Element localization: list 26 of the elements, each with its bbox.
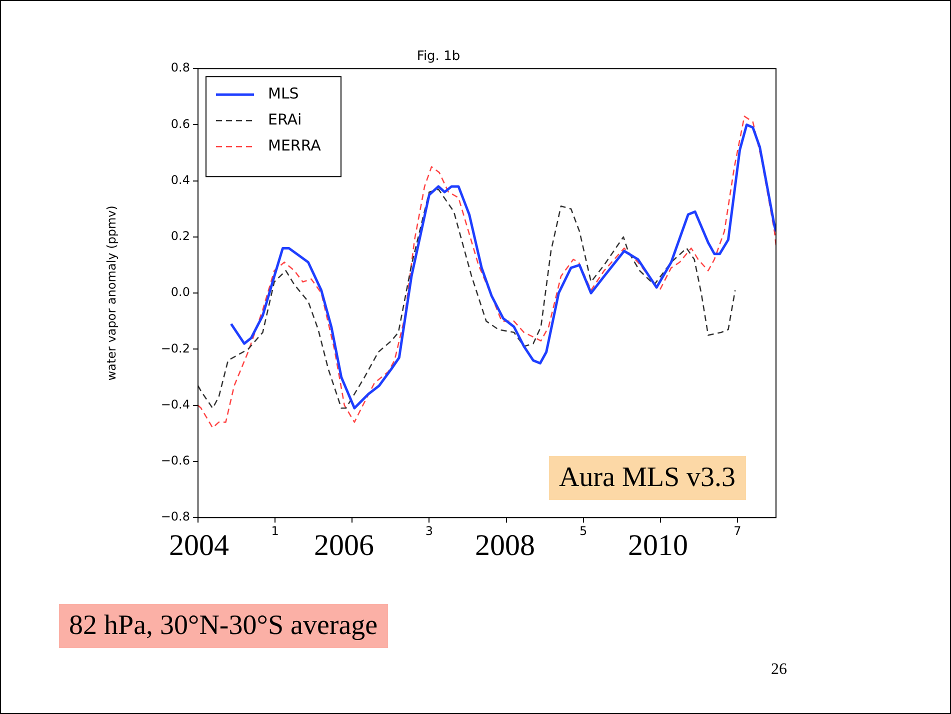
y-tick-label: 0.2 [170, 229, 190, 244]
y-tick-label: −0.8 [160, 510, 190, 524]
x-tick-label: 1 [271, 524, 279, 538]
y-tick-label: 0.4 [170, 172, 190, 187]
text: 2010 [628, 529, 688, 563]
x-tick-label: 5 [580, 524, 588, 538]
x-tick-label: 7 [734, 524, 742, 538]
legend-label: MERRA [268, 136, 322, 154]
y-tick-label: −0.4 [160, 397, 190, 412]
y-axis-title: water vapor anomaly (ppmv) [104, 206, 118, 381]
y-tick-label: 0.0 [170, 285, 190, 300]
x-tick-label: 3 [425, 524, 434, 538]
legend-label: MLS [268, 84, 299, 102]
y-tick-label: 0.8 [170, 60, 190, 75]
text: 26 [771, 661, 787, 679]
legend-label: ERAi [268, 110, 302, 128]
chart-title: Fig. 1b [416, 49, 460, 64]
text: 2006 [314, 529, 374, 563]
annotation: Aura MLS v3.3 [549, 456, 746, 500]
text: 2008 [475, 529, 535, 563]
y-tick-label: −0.2 [160, 341, 190, 356]
line-series [198, 188, 736, 409]
y-tick-label: −0.6 [160, 454, 190, 468]
text: 2004 [169, 529, 229, 563]
text: 82 hPa, 30°N-30°S average [59, 604, 388, 648]
y-tick-label: 0.6 [170, 116, 190, 131]
